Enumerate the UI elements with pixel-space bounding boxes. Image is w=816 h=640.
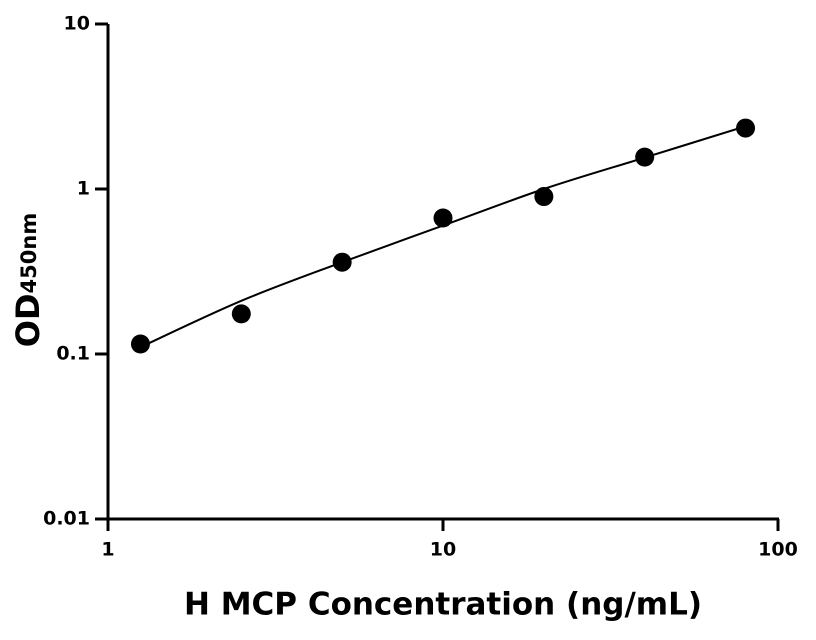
data-point [736,118,756,138]
y-axis-label: OD450nm [9,213,47,347]
data-point [635,147,655,167]
data-point [433,208,453,228]
y-tick-label: 10 [64,13,90,35]
y-tick-label: 0.01 [43,508,90,530]
data-point [130,334,150,354]
y-axis-label-main: OD [9,293,47,347]
fit-curve [140,125,746,349]
y-tick-label: 1 [77,178,90,200]
x-tick-label: 100 [758,539,798,561]
x-tick-label: 10 [430,539,456,561]
y-axis-label-subscript: 450nm [17,213,41,294]
data-point [231,304,251,324]
x-tick-label: 1 [101,539,114,561]
y-tick-label: 0.1 [56,343,90,365]
x-axis-label: H MCP Concentration (ng/mL) [184,587,702,623]
data-point [534,187,554,207]
data-point [332,252,352,272]
